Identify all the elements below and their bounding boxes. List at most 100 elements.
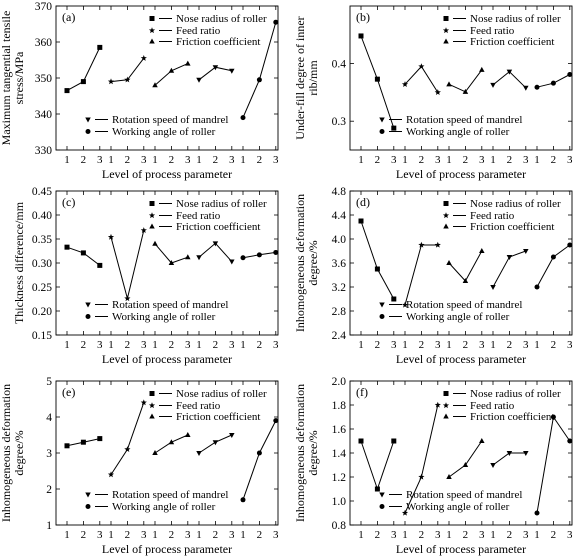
x-tick-label: 2 <box>551 154 557 166</box>
data-point-triangle-down <box>212 440 219 446</box>
legend-entry: Working angle of roller <box>406 501 510 513</box>
data-point-triangle-up <box>152 240 158 246</box>
series-line <box>242 420 277 500</box>
legend-marker-star <box>442 212 450 219</box>
data-point-square <box>374 486 380 492</box>
data-point-triangle-up <box>462 462 469 467</box>
series-line <box>360 35 395 129</box>
y-tick-label: 0.15 <box>32 330 52 342</box>
legend-entry: Friction coefficient <box>470 221 554 233</box>
legend-marker-triangle-down <box>379 117 385 123</box>
panel-label: (d) <box>356 195 370 209</box>
legend-entry: Feed ratio <box>470 25 515 37</box>
x-tick-label: 3 <box>567 339 573 351</box>
x-axis-title: Level of process parameter <box>102 352 232 366</box>
legend-marker-star <box>148 27 156 34</box>
data-point-circle <box>240 255 246 261</box>
x-tick-label: 1 <box>446 154 452 166</box>
legend-marker-star <box>148 212 156 219</box>
data-point-star <box>107 233 115 240</box>
data-point-star <box>401 81 409 87</box>
x-tick-label: 2 <box>507 154 513 166</box>
series-line <box>360 220 395 300</box>
data-point-triangle-down <box>196 451 202 456</box>
legend-marker-square <box>149 16 155 21</box>
x-tick-label: 2 <box>125 154 131 166</box>
x-tick-label: 3 <box>229 154 235 166</box>
legend-marker-circle <box>85 504 91 509</box>
x-tick-label: 2 <box>419 154 425 166</box>
x-tick-label: 1 <box>152 339 158 351</box>
x-tick-label: 3 <box>185 339 191 351</box>
data-point-triangle-up <box>185 60 191 66</box>
x-tick-label: 3 <box>185 529 191 541</box>
x-tick-label: 1 <box>490 529 496 541</box>
x-tick-label: 2 <box>419 339 425 351</box>
legend-entry: Nose radius of roller <box>176 388 267 400</box>
x-tick-label: 2 <box>463 339 469 351</box>
x-tick-label: 3 <box>141 154 147 166</box>
data-point-star <box>401 301 409 308</box>
x-tick-label: 3 <box>391 154 397 166</box>
chart-panel-2: 0.30.41 2 3 1 2 3 1 2 3 1 2 3 1 2 3(b) Nose radius of r… <box>293 5 573 181</box>
legend-marker-square <box>443 201 449 206</box>
data-point-square <box>358 218 364 224</box>
series-line <box>536 415 571 514</box>
data-point-star <box>418 241 425 248</box>
x-tick-label: 3 <box>523 154 529 166</box>
data-point-star <box>140 54 147 61</box>
y-axis-title: rib/mm <box>306 60 320 96</box>
data-point-triangle-up <box>152 450 158 455</box>
x-tick-label: 2 <box>169 529 175 541</box>
series-line <box>360 440 395 491</box>
data-point-triangle-down <box>229 259 235 265</box>
series-line <box>66 47 101 92</box>
x-tick-label: 2 <box>169 154 175 166</box>
legend-marker-triangle-up <box>149 223 155 229</box>
data-point-triangle-down <box>523 85 529 91</box>
data-point-triangle-up <box>479 438 485 443</box>
data-point-triangle-down <box>212 241 219 247</box>
panel-label: (a) <box>62 10 75 24</box>
data-point-star <box>418 63 425 70</box>
x-tick-label: 1 <box>240 154 246 166</box>
x-tick-label: 3 <box>479 154 485 166</box>
legend-entry: Rotation speed of mandrel <box>406 489 522 501</box>
x-tick-label: 1 <box>446 529 452 541</box>
x-tick-label: 1 <box>152 529 158 541</box>
data-point-triangle-up <box>462 88 469 94</box>
legend-marker-triangle-down <box>85 302 91 308</box>
data-point-star <box>124 76 131 83</box>
legend-marker-circle <box>379 314 385 319</box>
legend-marker-triangle-up <box>149 413 155 419</box>
legend-entry: Friction coefficient <box>176 36 260 48</box>
data-point-star <box>140 227 147 233</box>
data-point-square <box>391 125 397 131</box>
data-point-triangle-up <box>446 474 452 479</box>
legend-entry: Nose radius of roller <box>176 13 267 25</box>
y-tick-label: 4.4 <box>332 210 347 222</box>
legend-entry: Nose radius of roller <box>470 388 561 400</box>
legend-marker-star <box>442 27 450 34</box>
x-tick-label: 2 <box>81 154 87 166</box>
x-tick-label: 2 <box>463 529 469 541</box>
x-tick-label: 3 <box>479 339 485 351</box>
legend-marker-triangle-down <box>85 117 91 123</box>
y-tick-label: 2.4 <box>332 330 347 342</box>
x-tick-label: 2 <box>257 154 263 166</box>
legend-marker-star <box>442 402 450 409</box>
x-tick-label: 3 <box>229 529 235 541</box>
data-point-square <box>97 262 103 268</box>
legend-entry: Friction coefficient <box>470 411 554 423</box>
legend-entry: Working angle of roller <box>112 126 216 138</box>
data-point-triangle-up <box>168 439 175 445</box>
y-axis-title: Maximum tangential tensile <box>0 11 13 146</box>
data-point-star <box>124 446 131 453</box>
y-tick-label: 0.20 <box>32 306 52 318</box>
y-tick-label: 2 <box>46 484 52 496</box>
y-tick-label: 1.6 <box>332 424 347 436</box>
legend-entry: Rotation speed of mandrel <box>406 299 522 311</box>
y-tick-label: 1 <box>46 520 52 532</box>
y-tick-label: 1.2 <box>332 472 347 484</box>
x-tick-label: 3 <box>141 529 147 541</box>
